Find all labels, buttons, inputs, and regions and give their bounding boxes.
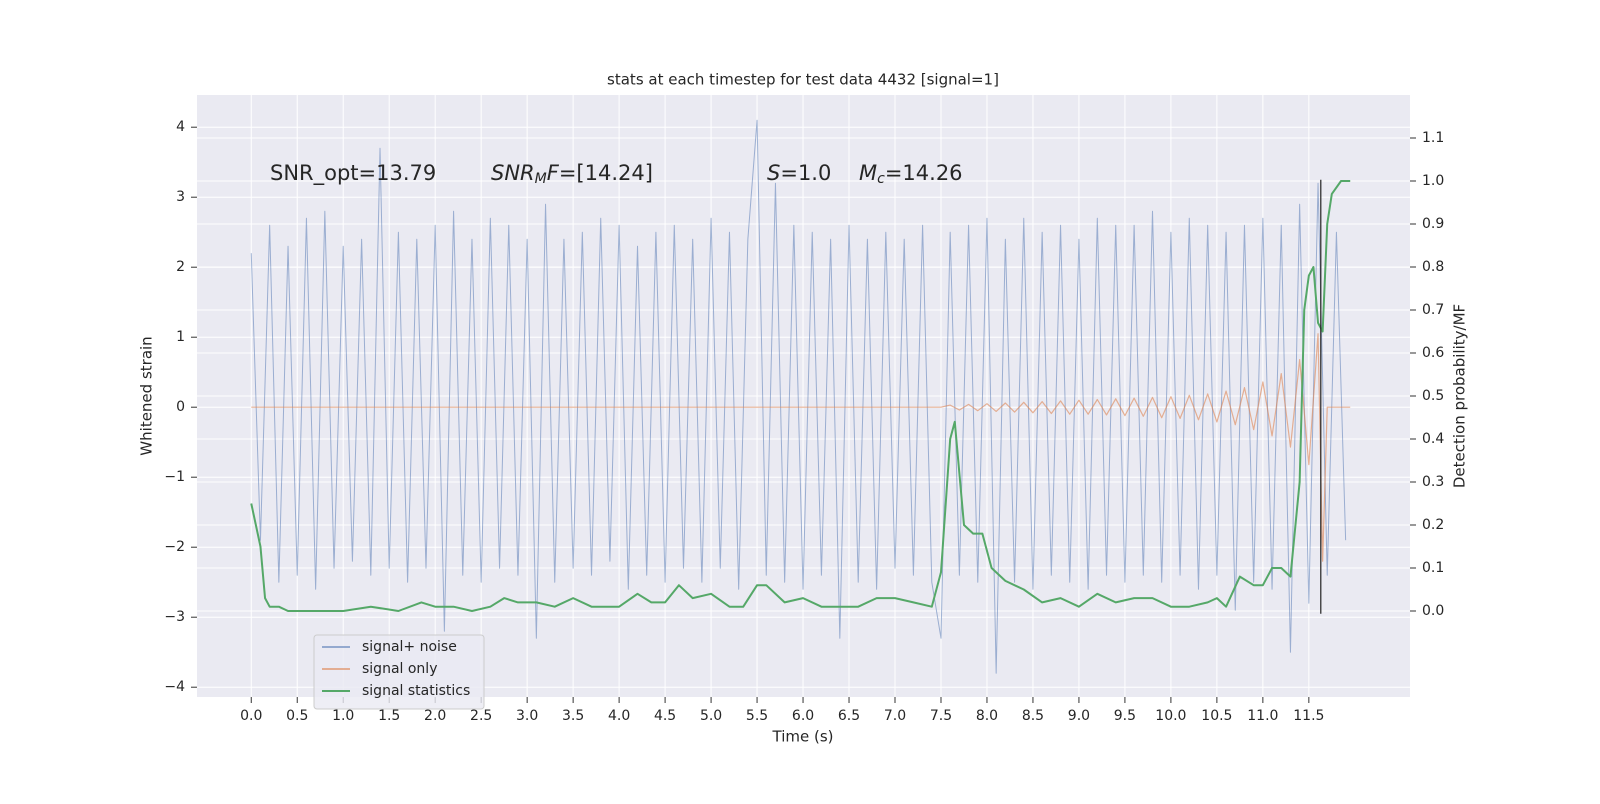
legend-label: signal statistics [362, 683, 470, 699]
series-layer [250, 119, 1351, 674]
legend: signal+ noise signal only signal statistic… [313, 634, 485, 710]
annotation-part: S [767, 161, 780, 185]
x-tick-label: 9.0 [1068, 708, 1090, 724]
x-tick-label: 4.0 [608, 708, 630, 724]
x-tick-label: 7.5 [930, 708, 952, 724]
x-tick-label: 6.5 [838, 708, 860, 724]
x-tick-label: 3.0 [516, 708, 538, 724]
series-line [250, 180, 1351, 612]
x-tick-label: 5.0 [700, 708, 722, 724]
x-tick-label: 2.5 [470, 708, 492, 724]
annotations: SNR_opt=13.79 SNRMF=[14.24] S=1.0 Mc=14.26 [270, 161, 963, 187]
x-tick-label: 1.0 [332, 708, 354, 724]
y-tick-label: 0 [176, 399, 185, 415]
x-tick-label: 0.0 [240, 708, 262, 724]
y2-tick-label: 0.4 [1422, 431, 1444, 447]
y2-tick-label: 0.2 [1422, 517, 1444, 533]
x-tick-label: 11.0 [1247, 708, 1278, 724]
y-tick-label: −1 [164, 469, 185, 485]
x-tick-label: 10.0 [1155, 708, 1186, 724]
y-tick-label: 4 [176, 119, 185, 135]
x-axis-label: Time (s) [772, 728, 834, 746]
x-tick-label: 1.5 [378, 708, 400, 724]
x-tick-label: 5.5 [746, 708, 768, 724]
annotation-part: M [859, 161, 877, 185]
annotation-part: c [877, 171, 885, 187]
x-tick-label: 3.5 [562, 708, 584, 724]
chart-title: stats at each timestep for test data 443… [607, 71, 999, 89]
x-tick-label: 6.0 [792, 708, 814, 724]
annotation-part: =[14.24] [559, 161, 653, 185]
y-tick-label: 1 [176, 329, 185, 345]
x-tick-label: 7.0 [884, 708, 906, 724]
y-axis-label: Whitened strain [138, 336, 156, 455]
legend-box [313, 634, 485, 710]
y2-tick-label: 0.8 [1422, 259, 1444, 275]
x-tick-label: 11.5 [1293, 708, 1324, 724]
axes: 0.0 0.5 1.0 1.5 2.0 2.5 3.0 3.5 4.0 4.5 5.0 5.5 6.0 6… [164, 119, 1444, 724]
x-tick-label: 0.5 [286, 708, 308, 724]
x-tick-label: 4.5 [654, 708, 676, 724]
y2-tick-label: 0.0 [1422, 603, 1444, 619]
x-tick-label: 8.5 [1022, 708, 1044, 724]
annotation-part: =14.26 [885, 161, 963, 185]
legend-label: signal+ noise [362, 639, 457, 655]
y2-axis-label: Detection probability/MF [1451, 304, 1469, 488]
y2-tick-label: 0.3 [1422, 474, 1444, 490]
x-tick-label: 9.5 [1114, 708, 1136, 724]
annotation: Mc=14.26 [859, 161, 963, 187]
annotation-part: M [535, 171, 547, 187]
annotation: S=1.0 [767, 161, 831, 185]
annotation-part: SNR_opt=13.79 [270, 161, 436, 186]
annotation: SNR_opt=13.79 [270, 161, 436, 186]
y-tick-label: −3 [164, 609, 185, 625]
y2-tick-label: 1.1 [1422, 130, 1444, 146]
x-tick-label: 10.5 [1201, 708, 1232, 724]
y-tick-label: −4 [164, 679, 185, 695]
y2-tick-label: 0.6 [1422, 345, 1444, 361]
x-tick-label: 2.0 [424, 708, 446, 724]
legend-label: signal only [362, 661, 437, 677]
y2-tick-label: 1.0 [1422, 173, 1444, 189]
y-tick-label: 3 [176, 189, 185, 205]
y2-tick-label: 0.9 [1422, 216, 1444, 232]
y2-tick-label: 0.5 [1422, 388, 1444, 404]
annotation: SNRMF=[14.24] [491, 161, 653, 187]
grid [197, 95, 1410, 697]
series-line [251, 333, 1351, 562]
y-tick-label: −2 [164, 539, 185, 555]
y2-tick-label: 0.7 [1422, 302, 1444, 318]
annotation-part: F [547, 161, 560, 185]
x-tick-label: 8.0 [976, 708, 998, 724]
annotation-part: =1.0 [780, 161, 831, 185]
y-tick-label: 2 [176, 259, 185, 275]
annotation-part: SNR [491, 161, 535, 185]
y2-tick-label: 0.1 [1422, 560, 1444, 576]
